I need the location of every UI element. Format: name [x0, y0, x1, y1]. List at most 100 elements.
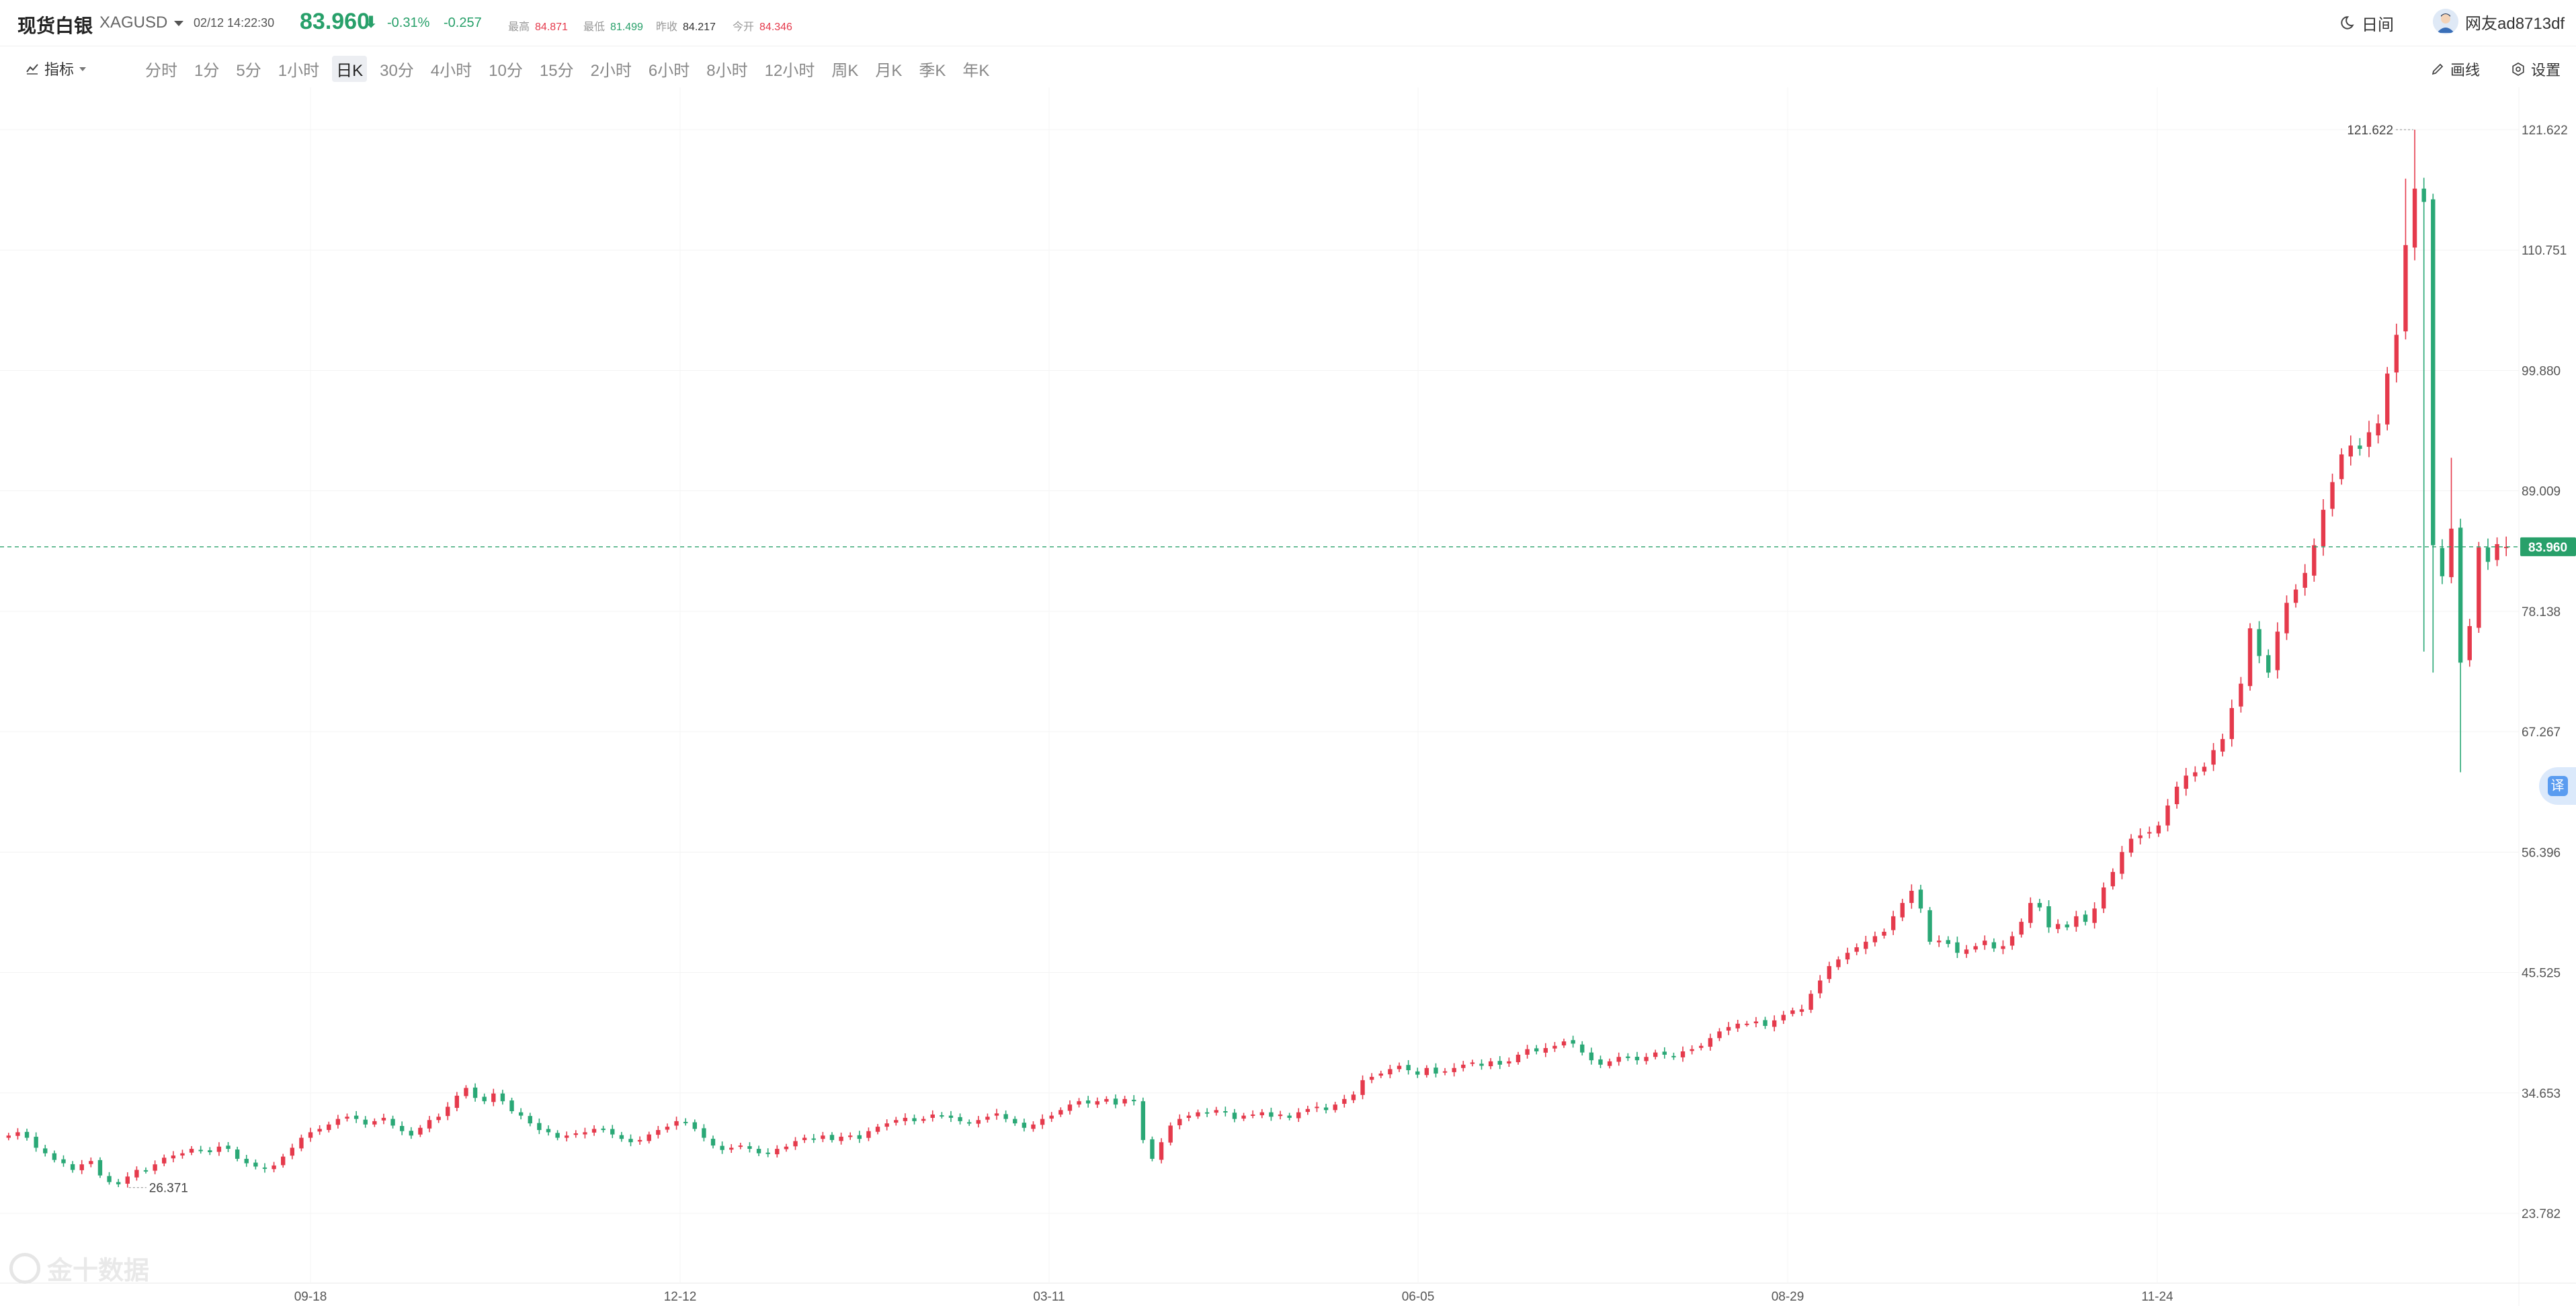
candle-body[interactable]: [628, 1139, 633, 1143]
candle-body[interactable]: [116, 1182, 121, 1184]
candle-body[interactable]: [985, 1117, 990, 1120]
candle-body[interactable]: [317, 1129, 322, 1132]
candle-body[interactable]: [454, 1095, 460, 1108]
symbol-selector[interactable]: XAGUSD: [99, 13, 184, 32]
candle-body[interactable]: [2128, 838, 2134, 853]
candle-body[interactable]: [281, 1156, 286, 1166]
candle-body[interactable]: [1241, 1115, 1246, 1119]
candle-body[interactable]: [1955, 942, 1960, 953]
candle-body[interactable]: [1854, 947, 1859, 952]
candle-body[interactable]: [1525, 1049, 1530, 1055]
candle-body[interactable]: [6, 1135, 11, 1138]
candle-body[interactable]: [2449, 528, 2454, 578]
candle-body[interactable]: [1022, 1123, 1027, 1128]
candle-body[interactable]: [418, 1127, 423, 1135]
candle-body[interactable]: [1204, 1112, 1210, 1114]
indicator-button[interactable]: 指标: [26, 58, 87, 79]
candle-body[interactable]: [345, 1117, 349, 1119]
candle-body[interactable]: [1809, 994, 1813, 1010]
candle-body[interactable]: [1104, 1098, 1109, 1102]
candle-body[interactable]: [34, 1137, 38, 1148]
candle-body[interactable]: [546, 1129, 551, 1133]
candle-body[interactable]: [583, 1132, 587, 1135]
candle-body[interactable]: [1077, 1101, 1081, 1105]
candle-body[interactable]: [2376, 423, 2380, 436]
interval-tab[interactable]: 10分: [489, 62, 523, 80]
candle-body[interactable]: [1543, 1048, 1548, 1053]
candle-body[interactable]: [1799, 1009, 1804, 1012]
candle-body[interactable]: [1461, 1064, 1466, 1068]
interval-tab[interactable]: 4小时: [430, 62, 472, 80]
candle-body[interactable]: [2055, 924, 2061, 929]
candle-body[interactable]: [921, 1119, 926, 1121]
candle-body[interactable]: [390, 1119, 395, 1126]
candle-body[interactable]: [940, 1115, 944, 1117]
candle-body[interactable]: [2293, 589, 2298, 603]
candle-body[interactable]: [2421, 188, 2426, 202]
candle-body[interactable]: [1616, 1057, 1621, 1062]
candle-body[interactable]: [52, 1153, 57, 1160]
candle-body[interactable]: [24, 1131, 30, 1138]
candle-body[interactable]: [1342, 1098, 1347, 1104]
candle-body[interactable]: [848, 1135, 853, 1137]
candle-body[interactable]: [884, 1123, 889, 1127]
candle-body[interactable]: [363, 1119, 368, 1125]
candle-body[interactable]: [1708, 1038, 1713, 1047]
candle-body[interactable]: [2028, 903, 2033, 923]
candle-body[interactable]: [446, 1106, 450, 1117]
candle-body[interactable]: [1013, 1119, 1017, 1124]
draw-tools-button[interactable]: 画线: [2430, 58, 2480, 80]
candle-body[interactable]: [1763, 1020, 1768, 1027]
candle-body[interactable]: [2458, 527, 2463, 663]
candle-body[interactable]: [2120, 852, 2124, 874]
candle-body[interactable]: [1067, 1104, 1073, 1111]
interval-tab[interactable]: 季K: [919, 62, 946, 80]
settings-button[interactable]: 设置: [2511, 58, 2561, 80]
candle-body[interactable]: [1634, 1057, 1640, 1061]
candle-body[interactable]: [226, 1145, 231, 1149]
candle-body[interactable]: [1753, 1021, 1759, 1024]
interval-tab[interactable]: 分时: [145, 62, 177, 80]
candle-body[interactable]: [1607, 1061, 1612, 1066]
candle-body[interactable]: [308, 1132, 313, 1138]
candle-body[interactable]: [1717, 1031, 1722, 1039]
candle-body[interactable]: [1415, 1071, 1420, 1075]
candle-body[interactable]: [198, 1149, 203, 1151]
candle-body[interactable]: [1864, 941, 1868, 949]
candle-body[interactable]: [1735, 1023, 1740, 1029]
candle-body[interactable]: [1662, 1051, 1667, 1055]
candle-body[interactable]: [720, 1145, 724, 1150]
candle-body[interactable]: [262, 1167, 267, 1169]
candle-body[interactable]: [1589, 1052, 1594, 1061]
interval-tab[interactable]: 30分: [380, 62, 414, 80]
candle-body[interactable]: [1653, 1052, 1658, 1057]
candle-body[interactable]: [866, 1131, 871, 1138]
candle-body[interactable]: [555, 1133, 560, 1138]
candle-body[interactable]: [2193, 772, 2198, 777]
candle-body[interactable]: [1598, 1059, 1603, 1065]
candle-body[interactable]: [299, 1137, 304, 1149]
candle-body[interactable]: [1497, 1061, 1502, 1065]
candle-body[interactable]: [2495, 543, 2499, 560]
candle-body[interactable]: [2220, 739, 2225, 752]
candle-body[interactable]: [765, 1152, 770, 1154]
interval-tab[interactable]: 6小时: [648, 62, 690, 80]
candle-body[interactable]: [2440, 548, 2445, 576]
candle-body[interactable]: [2211, 750, 2216, 765]
candle-body[interactable]: [171, 1155, 176, 1159]
candle-body[interactable]: [2485, 547, 2491, 562]
candle-body[interactable]: [2330, 482, 2335, 509]
candle-body[interactable]: [2412, 188, 2417, 248]
candle-body[interactable]: [107, 1176, 112, 1182]
candle-body[interactable]: [1781, 1014, 1786, 1020]
candle-body[interactable]: [2503, 546, 2509, 548]
candle-body[interactable]: [1571, 1040, 1575, 1044]
candle-body[interactable]: [875, 1127, 880, 1132]
candle-body[interactable]: [528, 1116, 532, 1124]
candle-body[interactable]: [775, 1149, 780, 1155]
candle-body[interactable]: [811, 1138, 816, 1140]
candle-body[interactable]: [1927, 910, 1932, 942]
candle-body[interactable]: [153, 1164, 157, 1171]
candle-body[interactable]: [2083, 914, 2088, 922]
candle-body[interactable]: [2184, 775, 2188, 789]
